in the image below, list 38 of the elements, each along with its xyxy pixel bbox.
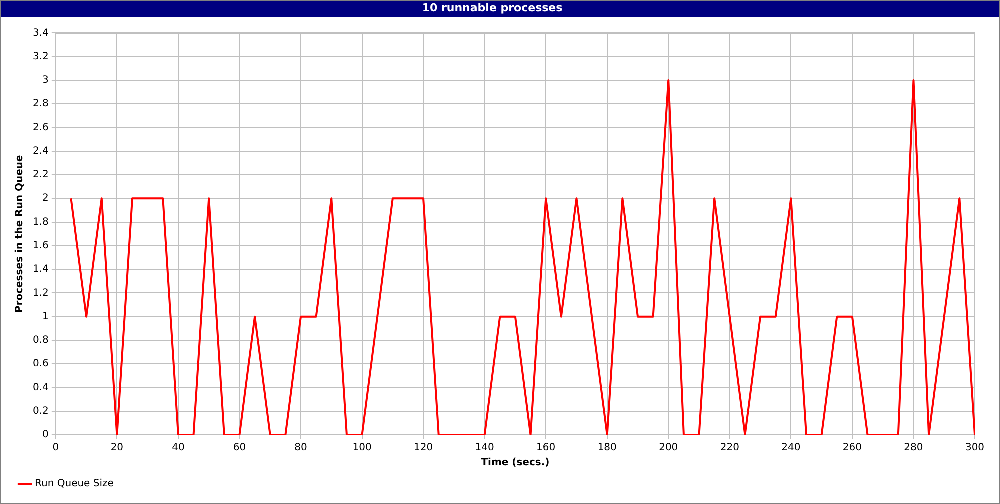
y-tick-label: 2.2	[32, 170, 49, 181]
y-tick-label: 2.4	[32, 146, 49, 157]
y-tick-label: 0.4	[32, 382, 49, 394]
y-tick-label: 0	[42, 430, 49, 441]
y-tick-label: 3.4	[32, 28, 49, 39]
y-tick-label: 3	[42, 75, 49, 86]
x-tick-label: 280	[904, 442, 924, 454]
chart-title: 10 runnable processes	[422, 1, 564, 14]
x-tick-label: 120	[414, 442, 434, 454]
x-tick-label: 220	[720, 442, 740, 454]
x-tick-label: 160	[536, 442, 556, 454]
x-tick-label: 40	[172, 442, 185, 454]
y-tick-label: 3.2	[32, 51, 49, 62]
x-tick-label: 100	[352, 442, 372, 454]
y-tick-label: 1.6	[32, 240, 49, 252]
x-tick-label: 80	[294, 442, 308, 454]
y-tick-label: 0.8	[32, 335, 49, 346]
y-tick-label: 1.8	[32, 216, 49, 228]
x-tick-label: 0	[52, 442, 60, 454]
x-tick-label: 60	[233, 442, 246, 454]
y-tick-label: 1.2	[32, 288, 49, 299]
y-tick-label: 1	[42, 311, 49, 322]
y-tick-label: 0.6	[32, 358, 49, 370]
y-tick-label: 0.2	[32, 406, 49, 417]
x-tick-label: 300	[965, 442, 985, 454]
x-tick-label: 140	[475, 442, 494, 454]
y-tick-label: 1.4	[32, 264, 49, 276]
y-tick-label: 2.8	[32, 98, 49, 110]
x-tick-label: 240	[782, 442, 801, 454]
x-tick-label: 180	[598, 442, 617, 454]
y-tick-label: 2.6	[32, 122, 49, 134]
x-tick-label: 200	[659, 442, 678, 454]
x-axis-title: Time (secs.)	[481, 458, 550, 469]
legend-label: Run Queue Size	[35, 478, 114, 490]
y-tick-label: 2	[42, 193, 49, 204]
x-tick-label: 20	[110, 442, 124, 454]
x-tick-label: 260	[842, 442, 862, 454]
y-axis-title: Processes in the Run Queue	[14, 154, 26, 314]
